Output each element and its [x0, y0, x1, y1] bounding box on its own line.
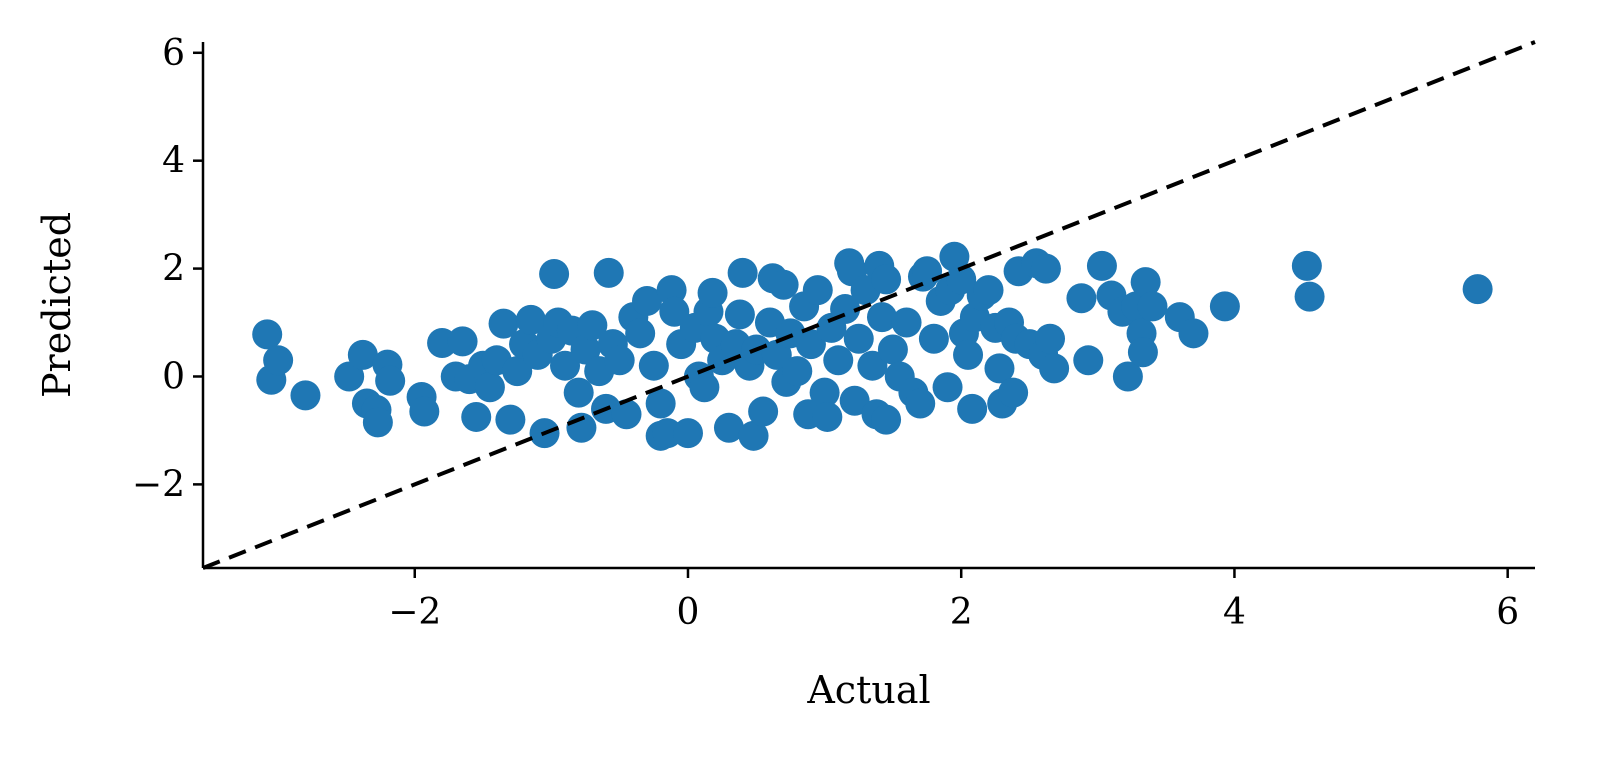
data-point — [638, 350, 669, 381]
data-point — [409, 396, 440, 427]
data-point — [1039, 353, 1070, 384]
y-tick-label: −2 — [132, 464, 185, 505]
data-point — [697, 277, 728, 308]
data-point — [1030, 253, 1061, 284]
data-point — [1086, 250, 1117, 281]
data-point — [563, 377, 594, 408]
data-point — [625, 318, 656, 349]
data-point — [843, 323, 874, 354]
data-point — [727, 257, 758, 288]
data-point — [912, 256, 943, 287]
data-point — [932, 372, 963, 403]
data-point — [570, 334, 601, 365]
data-point — [632, 285, 662, 316]
data-point — [748, 396, 779, 427]
data-point — [984, 353, 1015, 384]
data-point — [998, 377, 1029, 408]
data-point — [1127, 337, 1158, 368]
data-point — [857, 350, 888, 381]
data-point — [761, 339, 792, 370]
data-point — [1112, 361, 1143, 392]
x-tick-label: 4 — [1223, 592, 1246, 633]
data-point — [604, 345, 635, 376]
data-point — [957, 393, 988, 424]
data-point — [550, 350, 581, 381]
x-tick-label: −2 — [388, 592, 441, 633]
data-point — [1066, 283, 1097, 314]
data-point — [652, 418, 683, 449]
x-axis-title: Actual — [806, 668, 930, 712]
data-point — [891, 307, 922, 338]
data-point — [802, 275, 833, 306]
data-point — [823, 345, 854, 376]
identity-reference-line — [202, 40, 1536, 570]
data-point — [375, 365, 406, 396]
data-point — [738, 420, 769, 451]
data-point — [689, 372, 720, 403]
data-point — [495, 404, 526, 435]
data-point — [812, 401, 843, 432]
data-point — [1073, 345, 1104, 376]
y-tick-label: 0 — [162, 356, 185, 397]
data-point — [946, 264, 977, 295]
x-ticks: −2 0 2 4 6 — [388, 568, 1519, 633]
data-point — [1130, 267, 1161, 298]
data-point — [1178, 318, 1209, 349]
data-point — [362, 407, 393, 438]
y-tick-label: 6 — [162, 33, 185, 74]
data-point — [593, 257, 624, 288]
data-point — [866, 302, 897, 333]
data-point — [447, 326, 478, 357]
data-point — [577, 310, 608, 341]
data-point — [1137, 291, 1168, 322]
data-point — [939, 241, 970, 272]
data-point — [918, 323, 949, 354]
y-ticks: −2 0 2 4 6 — [132, 33, 203, 505]
data-point — [611, 399, 642, 430]
data-point — [539, 258, 570, 289]
x-tick-label: 6 — [1496, 592, 1519, 633]
data-point — [1035, 323, 1066, 354]
data-point — [871, 404, 902, 435]
data-point — [347, 339, 378, 370]
y-axis-title: Predicted — [35, 212, 79, 398]
y-tick-label: 4 — [162, 141, 185, 182]
data-point — [672, 418, 703, 449]
data-point — [263, 345, 294, 376]
data-point — [768, 269, 799, 300]
data-point — [795, 329, 826, 360]
data-point — [782, 356, 813, 387]
data-point — [252, 319, 283, 350]
data-point — [877, 334, 908, 365]
data-point — [1291, 250, 1322, 281]
data-point — [1209, 291, 1240, 322]
data-point — [290, 380, 321, 411]
points-layer — [252, 241, 1493, 451]
data-point — [659, 296, 690, 327]
data-point — [839, 385, 870, 416]
data-point — [1462, 274, 1493, 305]
data-point — [488, 308, 519, 339]
data-point — [515, 304, 546, 335]
data-point — [973, 275, 1004, 306]
data-point — [334, 361, 365, 392]
data-point — [809, 377, 840, 408]
data-point — [645, 388, 676, 419]
data-point — [1294, 281, 1325, 312]
data-point — [502, 356, 533, 387]
data-point — [474, 372, 505, 403]
data-point — [713, 412, 744, 443]
y-tick-label: 2 — [162, 249, 185, 290]
x-tick-label: 2 — [950, 592, 973, 633]
data-point — [871, 264, 902, 295]
data-point — [953, 339, 984, 370]
data-point — [461, 401, 492, 432]
data-point — [724, 299, 755, 330]
x-tick-label: 0 — [677, 592, 700, 633]
data-point — [905, 388, 936, 419]
